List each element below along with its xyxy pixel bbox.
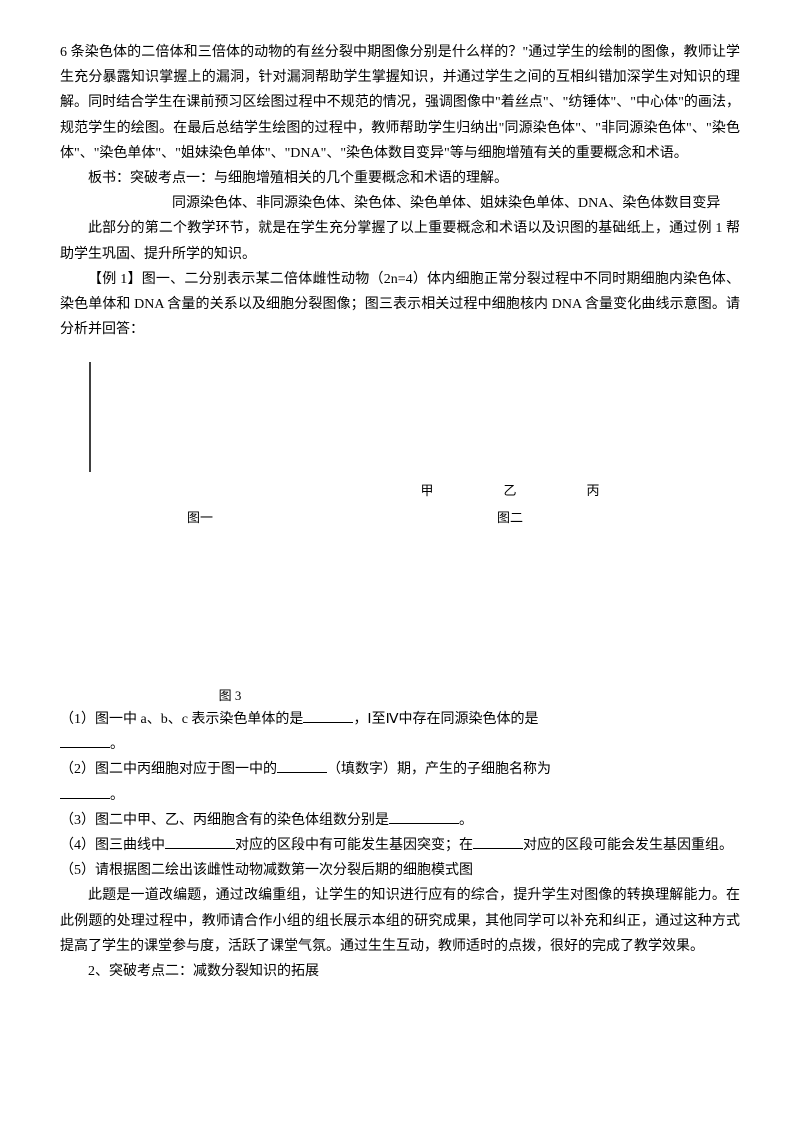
cells-block: 甲 乙 丙 图二 — [360, 359, 660, 530]
q4-text-a: （4）图三曲线中 — [60, 838, 165, 853]
example-1: 【例 1】图一、二分别表示某二倍体雌性动物（2n=4）体内细胞正常分裂过程中不同… — [60, 267, 740, 343]
q2-text-a: （2）图二中丙细胞对应于图一中的 — [60, 762, 277, 777]
blank — [303, 708, 353, 723]
question-1-end: 。 — [60, 732, 740, 757]
question-2: （2）图二中丙细胞对应于图一中的 （填数字）期，产生的子细胞名称为 — [60, 757, 740, 782]
question-3: （3）图二中甲、乙、丙细胞含有的染色体组数分别是 。 — [60, 808, 740, 833]
bar-chart-caption: 图一 — [187, 506, 213, 529]
example-text: 图一、二分别表示某二倍体雌性动物（2n=4）体内细胞正常分裂过程中不同时期细胞内… — [60, 272, 740, 337]
paragraph-3: 此题是一道改编题，通过改编重组，让学生的知识进行应有的综合，提升学生对图像的转换… — [60, 883, 740, 959]
q3-text-b: 。 — [459, 813, 473, 828]
point-2: 2、突破考点二：减数分裂知识的拓展 — [60, 959, 740, 984]
blank — [473, 834, 523, 849]
example-label: 【例 1】 — [88, 272, 142, 287]
blank — [165, 834, 235, 849]
q1-text-a: （1）图一中 a、b、c 表示染色单体的是 — [60, 712, 303, 727]
figures-row-1: 图一 甲 乙 丙 图二 — [60, 352, 740, 529]
blank — [389, 809, 459, 824]
q1-text-b: ，Ⅰ至Ⅳ中存在同源染色体的是 — [353, 712, 538, 727]
paragraph-2: 此部分的第二个教学环节，就是在学生充分掌握了以上重要概念和术语以及识图的基础纸上… — [60, 216, 740, 266]
question-1: （1）图一中 a、b、c 表示染色单体的是 ，Ⅰ至Ⅳ中存在同源染色体的是 — [60, 707, 740, 732]
blank — [60, 784, 110, 799]
cell-label-1: 甲 — [420, 479, 433, 502]
cell-label-2: 乙 — [503, 479, 516, 502]
bar-chart-block: 图一 — [60, 352, 340, 529]
paragraph-1: 6 条染色体的二倍体和三倍体的动物的有丝分裂中期图像分别是什么样的？"通过学生的… — [60, 40, 740, 166]
banshu-line2: 同源染色体、非同源染色体、染色体、染色单体、姐妹染色单体、DNA、染色体数目变异 — [60, 191, 740, 216]
question-5: （5）请根据图二绘出该雌性动物减数第一次分裂后期的细胞模式图 — [60, 858, 740, 883]
question-4: （4）图三曲线中 对应的区段中有可能发生基因突变；在 对应的区段可能会发生基因重组。 — [60, 833, 740, 858]
blank — [277, 758, 327, 773]
q4-text-c: 对应的区段可能会发生基因重组。 — [523, 838, 733, 853]
q4-text-b: 对应的区段中有可能发生基因突变；在 — [235, 838, 473, 853]
q2-text-c: 。 — [110, 788, 124, 803]
line-chart-block: 图 3 — [60, 540, 740, 707]
line-chart-caption: 图 3 — [60, 684, 400, 707]
cell-label-3: 丙 — [587, 479, 600, 502]
q1-text-c: 。 — [110, 737, 124, 752]
cells-caption: 图二 — [497, 506, 523, 529]
q2-text-b: （填数字）期，产生的子细胞名称为 — [327, 762, 551, 777]
bar-chart — [60, 352, 340, 502]
cell-diagrams — [360, 359, 660, 479]
blank — [60, 733, 110, 748]
banshu-line1: 板书：突破考点一：与细胞增殖相关的几个重要概念和术语的理解。 — [60, 166, 740, 191]
question-2-end: 。 — [60, 783, 740, 808]
q3-text-a: （3）图二中甲、乙、丙细胞含有的染色体组数分别是 — [60, 813, 389, 828]
line-chart — [60, 540, 400, 680]
